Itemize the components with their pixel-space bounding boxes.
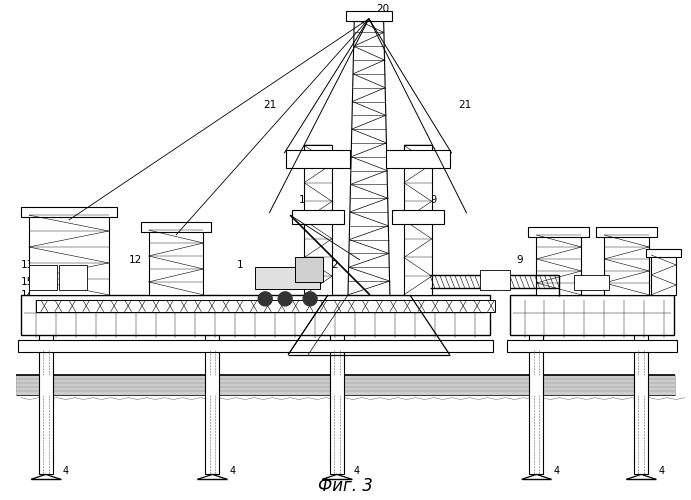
- Bar: [386, 150, 450, 168]
- Text: 8: 8: [471, 325, 478, 335]
- Bar: [529, 227, 589, 237]
- Text: 4: 4: [658, 466, 664, 476]
- Bar: [59, 265, 87, 290]
- Bar: [634, 295, 648, 474]
- Bar: [149, 230, 203, 295]
- Bar: [286, 150, 350, 168]
- Bar: [140, 222, 211, 232]
- Text: 4: 4: [63, 466, 69, 476]
- Bar: [529, 295, 543, 474]
- Text: 14: 14: [21, 290, 34, 300]
- Text: 15: 15: [21, 277, 34, 287]
- Text: 12: 12: [548, 255, 561, 265]
- Text: 21: 21: [458, 100, 471, 110]
- Text: 12: 12: [129, 255, 142, 265]
- Text: 7: 7: [668, 270, 674, 280]
- Bar: [596, 227, 657, 237]
- Circle shape: [258, 292, 272, 306]
- Bar: [29, 265, 57, 290]
- Bar: [21, 207, 117, 217]
- Bar: [295, 257, 323, 282]
- Bar: [39, 295, 53, 474]
- Circle shape: [303, 292, 317, 306]
- Bar: [604, 235, 649, 295]
- Bar: [346, 10, 392, 20]
- Bar: [16, 374, 675, 394]
- Circle shape: [278, 292, 292, 306]
- Text: 1: 1: [237, 260, 244, 270]
- Bar: [509, 295, 674, 335]
- Bar: [392, 210, 444, 224]
- Text: 13: 13: [21, 260, 34, 270]
- Bar: [651, 255, 676, 295]
- Bar: [205, 295, 219, 474]
- Bar: [574, 275, 609, 290]
- Bar: [480, 270, 509, 290]
- Text: 4: 4: [553, 466, 560, 476]
- Bar: [292, 210, 344, 224]
- Text: 21: 21: [263, 100, 277, 110]
- Bar: [330, 295, 344, 474]
- Bar: [536, 235, 581, 295]
- Bar: [18, 340, 493, 351]
- Text: 4: 4: [354, 466, 360, 476]
- Bar: [36, 300, 495, 312]
- Text: 2: 2: [332, 260, 339, 270]
- Bar: [304, 146, 332, 295]
- Bar: [646, 249, 681, 257]
- Bar: [29, 215, 108, 295]
- Bar: [255, 267, 320, 289]
- Bar: [507, 340, 677, 351]
- Text: Фиг. 3: Фиг. 3: [318, 478, 372, 496]
- Bar: [21, 295, 490, 335]
- Bar: [404, 146, 432, 295]
- Text: 4: 4: [229, 466, 236, 476]
- Text: 19: 19: [425, 195, 438, 205]
- Text: 6: 6: [613, 255, 620, 265]
- Text: 20: 20: [377, 4, 390, 14]
- Text: 19: 19: [299, 195, 312, 205]
- Text: 9: 9: [516, 255, 523, 265]
